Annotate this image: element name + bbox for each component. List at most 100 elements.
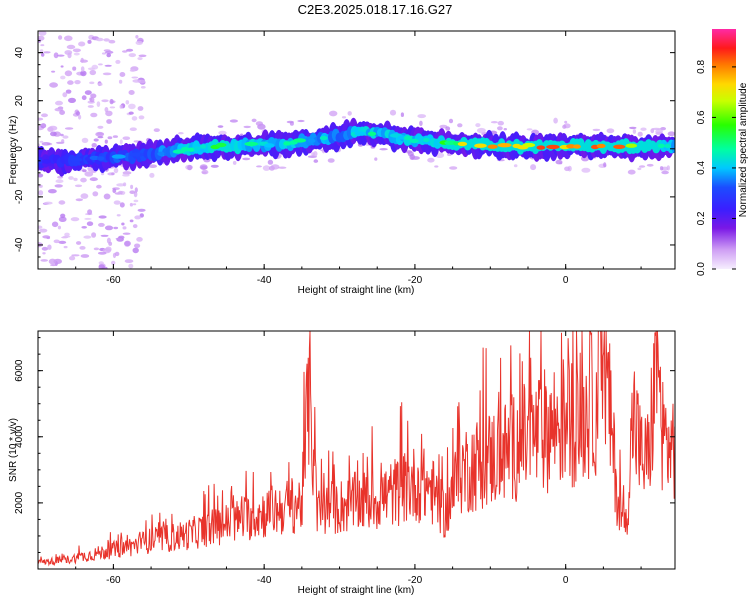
spectrogram-noise-cell (262, 165, 271, 171)
spectrogram-peak-cell (546, 144, 560, 150)
spectrogram-noise-cell (105, 50, 114, 54)
spectrogram-noise-cell (84, 217, 92, 220)
spectrogram-noise-cell (81, 95, 87, 101)
spectrogram-noise-cell (112, 135, 118, 138)
spectrogram-noise-cell (55, 100, 63, 106)
colorbar-tick-label: 0.2 (696, 211, 707, 225)
spectrogram-noise-cell (58, 216, 67, 222)
spectrogram-noise-cell (72, 66, 77, 71)
spectrogram-noise-cell (72, 48, 81, 53)
spectrogram-noise-cell (98, 82, 103, 86)
spectrogram-noise-cell (64, 70, 73, 77)
spectrogram-noise-cell (667, 131, 675, 137)
spectrogram-noise-cell (475, 123, 481, 128)
spectrogram-noise-cell (581, 167, 591, 173)
spectrogram-noise-cell (75, 198, 84, 202)
spectrogram-noise-cell (113, 226, 119, 230)
spectrogram-noise-cell (98, 261, 104, 265)
spectrogram-peak-cell (536, 145, 546, 150)
snr-x-tick-label: -20 (408, 575, 423, 586)
spectrogram-noise-cell (102, 72, 112, 76)
spectrogram-noise-cell (115, 59, 121, 64)
spectrogram-noise-cell (39, 228, 48, 233)
spectrogram-peak-cell (187, 147, 195, 152)
spectrogram-noise-cell (242, 157, 251, 161)
spectrogram-y-axis-label: Frequency (Hz) (8, 116, 19, 185)
spectrogram-noise-cell (101, 99, 109, 103)
spectrogram-noise-cell (40, 123, 47, 129)
spectrogram-noise-cell (108, 241, 113, 246)
spectrogram-noise-cell (81, 137, 89, 143)
chart-title: C2E3.2025.018.17.16.G27 (298, 2, 453, 17)
spectrogram-noise-cell (122, 226, 127, 230)
spectrogram-noise-cell (87, 39, 92, 44)
spectrogram-noise-cell (278, 166, 287, 169)
spectrogram-noise-cell (137, 57, 143, 61)
spectrogram-noise-cell (256, 165, 262, 168)
spectrogram-noise-cell (95, 131, 105, 137)
spectrogram-noise-cell (38, 225, 43, 229)
spectrogram-peak-cell (566, 144, 576, 149)
colorbar-tick-label: 0.0 (696, 262, 707, 276)
spectrogram-noise-cell (606, 128, 615, 134)
spectrogram-noise-cell (89, 97, 95, 103)
spectrogram-noise-cell (83, 235, 92, 239)
spectrogram-noise-cell (38, 143, 41, 147)
spectrogram-noise-cell (103, 193, 111, 200)
spectrogram-noise-cell (60, 75, 66, 80)
spectrogram-noise-cell (39, 140, 44, 143)
spectrogram-panel: -60 -40 -20 0 -40 -20 0 20 40 Height of straight… (8, 30, 676, 296)
spectrogram-noise-cell (439, 124, 448, 129)
spectrogram-noise-cell (379, 148, 388, 151)
spectrogram-noise-cell (341, 116, 347, 119)
spectrogram-noise-cell (57, 225, 62, 230)
spectrogram-noise-cell (66, 44, 76, 50)
spectrogram-noise-cell (187, 164, 193, 171)
spectrogram-noise-cell (132, 224, 138, 229)
spectrogram-peak-cell (596, 143, 606, 149)
spectrogram-noise-cell (153, 128, 160, 133)
spectrogram-noise-cell (49, 82, 58, 88)
spectrogram-noise-cell (121, 222, 125, 226)
spectrogram-ticks: -60 -40 -20 0 -40 -20 0 20 40 (14, 31, 675, 286)
spectrogram-noise-cell (128, 90, 135, 95)
spectrogram-band-cell (671, 139, 675, 153)
spectrogram-noise-cell (90, 93, 97, 99)
spectrogram-noise-cell (129, 69, 136, 72)
spectrogram-noise-cell (100, 234, 109, 237)
spectrogram-noise-cell (503, 128, 507, 131)
colorbar-tick-label: 0.4 (696, 161, 707, 175)
spectrogram-noise-cell (129, 190, 136, 194)
spectrogram-noise-cell (637, 131, 643, 137)
spectrogram-noise-cell (89, 177, 98, 182)
spectrogram-noise-cell (58, 35, 63, 40)
spectrogram-noise-cell (419, 120, 423, 127)
spectrogram-noise-cell (98, 215, 107, 219)
spectrogram-noise-cell (97, 251, 107, 255)
spectrogram-peak-cell (111, 154, 126, 159)
spectrogram-noise-cell (73, 177, 78, 182)
spectrogram-noise-cell (251, 118, 257, 123)
spectrogram-noise-cell (69, 256, 76, 261)
spectrogram-noise-cell (149, 172, 155, 178)
spectrogram-noise-cell (101, 266, 108, 269)
spectrogram-noise-cell (229, 119, 238, 123)
snr-frame (37, 330, 676, 570)
spectrogram-peak-cell (157, 151, 165, 156)
spectrogram-noise-cell (86, 221, 94, 226)
spectrogram-noise-cell (115, 237, 123, 240)
spectrogram-frame (37, 30, 676, 270)
spectrogram-noise-cell (132, 203, 137, 206)
spectrogram-noise-cell (51, 221, 59, 228)
spectrogram-noise-cell (87, 67, 96, 71)
spectrogram-noise-cell (41, 52, 45, 57)
spectrogram-noise-cell (134, 243, 141, 249)
spectrogram-noise-cell (97, 125, 104, 129)
spectrogram-peak-cell (573, 144, 581, 149)
spectrogram-noise-cell (243, 125, 251, 129)
spectrogram-noise-cell (417, 114, 427, 119)
spectrogram-noise-cell (128, 111, 134, 115)
spectrogram-noise-cell (559, 162, 563, 165)
spectrogram-noise-cell (51, 70, 56, 73)
